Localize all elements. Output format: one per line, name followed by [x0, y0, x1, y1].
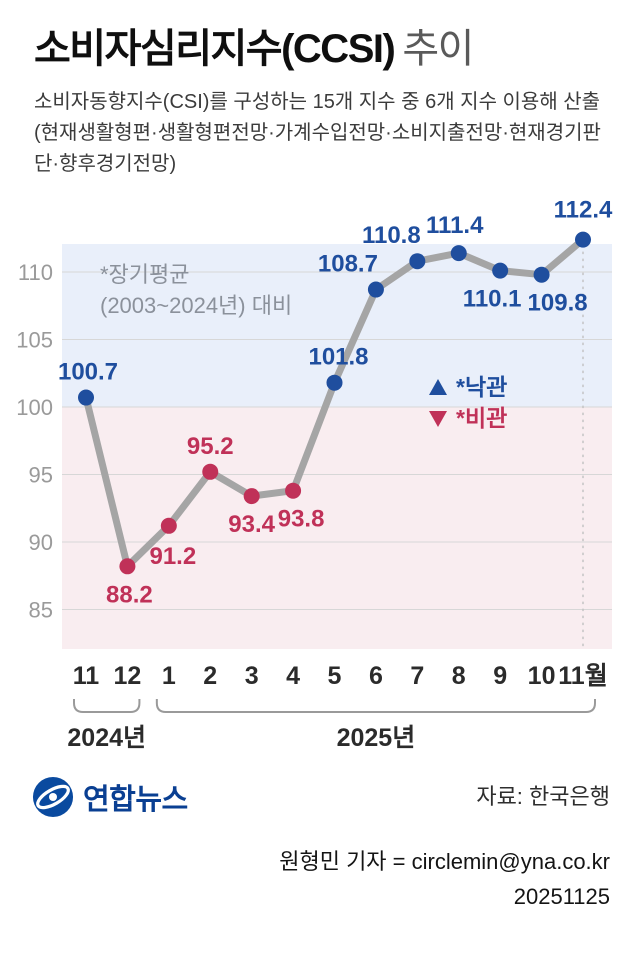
y-axis-label: 105	[16, 328, 53, 353]
data-point	[326, 374, 343, 391]
value-label: 109.8	[528, 290, 588, 317]
x-axis-label: 12	[114, 662, 142, 690]
data-point	[450, 245, 467, 262]
pessimism-band	[62, 407, 612, 649]
brand-name: 연합뉴스	[83, 784, 188, 816]
value-label: 110.1	[463, 286, 522, 313]
long-average-note: (2003~2024년) 대비	[100, 293, 292, 318]
data-point	[160, 517, 177, 534]
y-axis-label: 110	[18, 260, 53, 285]
yonhap-globe-icon	[32, 776, 74, 818]
year-label: 2024년	[67, 724, 146, 752]
date-stamp: 20251125	[513, 884, 610, 909]
value-label: 112.4	[554, 197, 613, 224]
subtitle: 소비자동향지수(CSI)를 구성하는 15개 지수 중 6개 지수 이용해 산출…	[34, 91, 601, 175]
value-label: 100.7	[58, 359, 118, 386]
x-axis-label: 11	[73, 662, 100, 690]
title-suffix: 추이	[402, 27, 474, 71]
data-point	[367, 281, 384, 298]
x-axis-label: 4	[286, 662, 300, 690]
x-axis-label: 5	[328, 662, 342, 690]
y-axis-label: 100	[16, 395, 53, 420]
value-label: 91.2	[149, 543, 196, 570]
x-axis-label: 1	[162, 662, 176, 690]
x-axis-label: 2	[203, 662, 217, 690]
data-point	[243, 488, 260, 505]
data-point	[78, 389, 94, 406]
x-axis-label: 7	[410, 662, 424, 690]
reporter-credit: 원형민 기자 = circlemin@yna.co.kr	[279, 849, 610, 874]
x-axis-label: 3	[245, 662, 259, 690]
year-label: 2025년	[337, 724, 416, 752]
value-label: 110.8	[362, 222, 421, 249]
data-point	[285, 482, 302, 499]
optimism-triangle-up-icon	[429, 379, 447, 395]
value-label: 95.2	[187, 433, 234, 460]
y-axis-label: 85	[29, 598, 53, 623]
page-title: 소비자심리지수(CCSI) 추이	[34, 26, 610, 72]
data-point	[119, 558, 136, 575]
y-axis-label: 95	[29, 463, 53, 488]
data-point	[202, 463, 219, 480]
ccsi-line-chart: 85 90 95 100 105 110 *장기평균 (2003~2024년) 대비 *낙관 *비…	[0, 194, 640, 754]
pessimism-triangle-down-icon	[429, 411, 447, 427]
value-label: 111.4	[426, 212, 484, 239]
x-axis-label: 10	[528, 662, 556, 690]
data-point	[409, 253, 426, 270]
x-axis-label: 11월	[558, 662, 607, 690]
year-bracket	[73, 699, 141, 713]
year-bracket	[155, 699, 596, 713]
header: 소비자심리지수(CCSI) 추이 소비자동향지수(CSI)를 구성하는 15개 지…	[0, 0, 640, 180]
x-axis-label: 8	[452, 662, 466, 690]
y-axis-label: 90	[29, 530, 53, 555]
source-credit: 자료: 한국은행	[476, 784, 610, 809]
brand-row: 연합뉴스 자료: 한국은행	[32, 776, 610, 818]
x-axis-label: 9	[493, 662, 507, 690]
title-main: 소비자심리지수(CCSI)	[34, 27, 396, 71]
value-label: 93.8	[278, 506, 325, 533]
data-point	[575, 231, 591, 248]
data-point	[533, 266, 550, 283]
data-point	[492, 262, 509, 279]
footer: 연합뉴스 자료: 한국은행 원형민 기자 = circlemin@yna.co.…	[0, 776, 640, 910]
x-axis-label: 6	[369, 662, 383, 690]
legend-pessimism-label: *비관	[456, 405, 507, 431]
value-label: 93.4	[228, 511, 275, 538]
value-label: 88.2	[106, 581, 153, 608]
legend-optimism-label: *낙관	[456, 374, 507, 400]
long-average-note: *장기평균	[100, 262, 190, 287]
yonhap-logo: 연합뉴스	[32, 776, 188, 818]
value-label: 101.8	[308, 344, 368, 371]
value-label: 108.7	[318, 251, 378, 278]
